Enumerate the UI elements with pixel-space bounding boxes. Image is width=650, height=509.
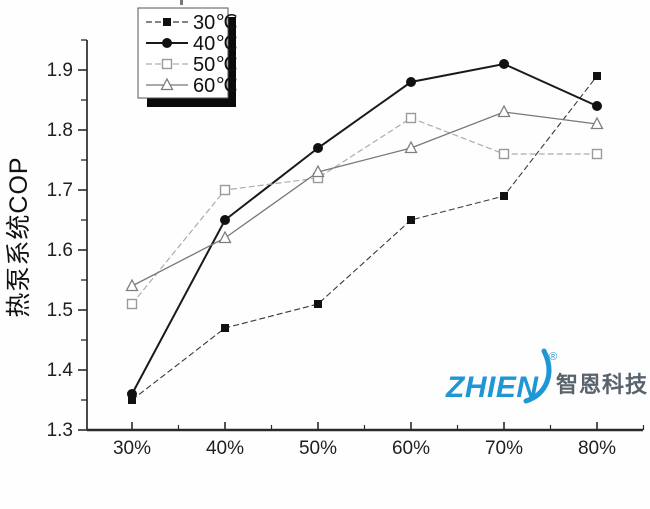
- marker-open-triangle: [497, 104, 511, 118]
- marker-filled-square: [221, 324, 229, 332]
- marker-filled-circle: [592, 101, 602, 111]
- marker-filled-circle: [406, 77, 416, 87]
- marker-filled-circle: [313, 143, 323, 153]
- marker-open-square: [498, 148, 510, 160]
- marker-open-triangle: [311, 164, 325, 178]
- registered-mark: ®: [549, 351, 557, 363]
- series-50c: [126, 112, 603, 310]
- zhien-wordmark: ZHIEN: [445, 371, 539, 404]
- marker-open-triangle: [160, 77, 174, 91]
- marker-open-square: [405, 112, 417, 124]
- marker-open-square: [591, 148, 603, 160]
- legend-label: 50℃: [193, 54, 238, 76]
- marker-open-square: [219, 184, 231, 196]
- series-line: [131, 117, 597, 305]
- marker-open-triangle: [218, 230, 232, 244]
- marker-filled-square: [407, 216, 415, 224]
- series-line: [131, 111, 598, 287]
- y-axis-title: 热泵系统COP: [5, 156, 33, 317]
- legend-label: 40℃: [193, 33, 238, 55]
- y-tick-label: 1.3: [47, 420, 73, 441]
- series-30c: [128, 72, 601, 404]
- zhien-cn-text: 智恩科技: [556, 372, 648, 397]
- legend-box: [137, 7, 229, 99]
- marker-open-square: [126, 298, 138, 310]
- logo-swoosh-icon: [523, 348, 552, 404]
- legend-label: 30℃: [193, 12, 238, 34]
- marker-filled-circle: [220, 215, 230, 225]
- y-tick-label: 1.8: [47, 120, 73, 141]
- x-tick-label: 30%: [113, 438, 151, 459]
- y-tick-label: 1.6: [47, 240, 73, 261]
- series-60c: [125, 104, 604, 292]
- x-tick-label: 50%: [299, 438, 337, 459]
- series-line: [131, 62, 598, 395]
- x-tick-label: 80%: [578, 438, 616, 459]
- x-tick-label: 40%: [206, 438, 244, 459]
- marker-filled-circle: [127, 389, 137, 399]
- legend-item-50c: 50℃: [146, 54, 238, 76]
- marker-filled-circle: [499, 59, 509, 69]
- legend-item-60c: 60℃: [146, 75, 238, 97]
- legend-item-30c: 30℃: [146, 12, 238, 34]
- x-tick-label: 70%: [485, 438, 523, 459]
- legend-label: 60℃: [193, 75, 238, 97]
- marker-filled-square: [128, 396, 136, 404]
- y-tick-label: 1.4: [47, 360, 74, 381]
- legend: 30℃40℃50℃60℃: [137, 7, 238, 107]
- marker-filled-square: [500, 192, 508, 200]
- marker-filled-circle: [162, 38, 172, 48]
- x-tick-label: 60%: [392, 438, 430, 459]
- marker-open-square: [161, 58, 173, 70]
- marker-filled-square: [163, 18, 171, 26]
- marker-filled-square: [314, 300, 322, 308]
- zhien-logo: ZHIEN ® 智恩科技: [445, 348, 648, 404]
- y-tick-label: 1.7: [47, 180, 73, 201]
- marker-open-triangle: [125, 278, 139, 292]
- marker-open-triangle: [590, 116, 604, 130]
- marker-filled-square: [593, 72, 601, 80]
- scan-artifact: [180, 0, 183, 5]
- axes: 1.3 1.4 1.5 1.6 1.7 1.8 1.9 30% 40% 50% 60% 70% 80%: [47, 39, 645, 459]
- legend-item-40c: 40℃: [146, 33, 238, 55]
- series-line: [131, 75, 598, 401]
- marker-open-triangle: [404, 140, 418, 154]
- y-tick-label: 1.5: [47, 300, 73, 321]
- series-40c: [127, 59, 602, 399]
- y-tick-label: 1.9: [47, 60, 73, 81]
